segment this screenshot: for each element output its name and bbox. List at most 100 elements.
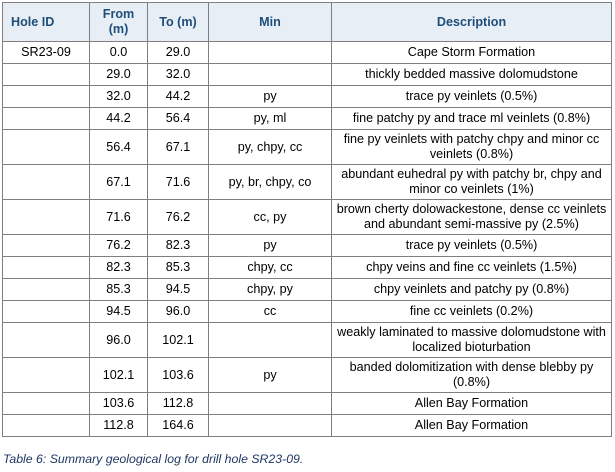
cell-min: [208, 41, 332, 64]
cell-hole-id: [2, 129, 90, 165]
cell-from: 71.6: [89, 199, 148, 235]
cell-description: Allen Bay Formation: [331, 414, 612, 437]
cell-min: chpy, cc: [208, 256, 332, 279]
table-row: 44.2 56.4 py, ml fine patchy py and trace m…: [2, 107, 612, 130]
cell-from: 67.1: [89, 164, 148, 200]
cell-min: [208, 392, 332, 415]
cell-hole-id: [2, 85, 90, 108]
table-row: 85.3 94.5 chpy, py chpy veinlets and patchy…: [2, 278, 612, 301]
cell-hole-id: [2, 278, 90, 301]
cell-min: chpy, py: [208, 278, 332, 301]
table-caption: Table 6: Summary geological log for dril…: [3, 452, 304, 466]
table-row: 94.5 96.0 cc fine cc veinlets (0.2%): [2, 300, 612, 323]
cell-min: cc: [208, 300, 332, 323]
cell-from: 0.0: [89, 41, 148, 64]
geological-log-table: Hole ID From (m) To (m) Min Description …: [2, 2, 612, 437]
cell-description: chpy veinlets and patchy py (0.8%): [331, 278, 612, 301]
cell-hole-id: [2, 164, 90, 200]
cell-min: py, ml: [208, 107, 332, 130]
table-row: 56.4 67.1 py, chpy, cc fine py veinlets wit…: [2, 129, 612, 165]
cell-description: trace py veinlets (0.5%): [331, 85, 612, 108]
table-row: 82.3 85.3 chpy, cc chpy veins and fine cc v…: [2, 256, 612, 279]
cell-from: 94.5: [89, 300, 148, 323]
cell-hole-id: [2, 414, 90, 437]
cell-description: Cape Storm Formation: [331, 41, 612, 64]
cell-to: 32.0: [147, 63, 209, 86]
table-row: 29.0 32.0 thickly bedded massive dolomudst…: [2, 63, 612, 86]
header-to: To (m): [147, 2, 209, 42]
cell-from: 96.0: [89, 322, 148, 358]
cell-description: banded dolomitization with dense blebby …: [331, 357, 612, 393]
geological-log-table-container: Hole ID From (m) To (m) Min Description …: [2, 2, 612, 437]
cell-to: 112.8: [147, 392, 209, 415]
table-row: SR23-09 0.0 29.0 Cape Storm Formation: [2, 41, 612, 64]
cell-from: 32.0: [89, 85, 148, 108]
cell-description: abundant euhedral py with patchy br, chp…: [331, 164, 612, 200]
cell-min: py: [208, 357, 332, 393]
cell-hole-id: [2, 63, 90, 86]
cell-from: 82.3: [89, 256, 148, 279]
cell-min: [208, 414, 332, 437]
cell-to: 71.6: [147, 164, 209, 200]
table-row: 112.8 164.6 Allen Bay Formation: [2, 414, 612, 437]
cell-to: 76.2: [147, 199, 209, 235]
cell-description: fine py veinlets with patchy chpy and mi…: [331, 129, 612, 165]
cell-hole-id: [2, 256, 90, 279]
cell-to: 82.3: [147, 234, 209, 257]
cell-from: 102.1: [89, 357, 148, 393]
cell-description: chpy veins and fine cc veinlets (1.5%): [331, 256, 612, 279]
cell-description: fine patchy py and trace ml veinlets (0.…: [331, 107, 612, 130]
cell-to: 29.0: [147, 41, 209, 64]
cell-from: 85.3: [89, 278, 148, 301]
header-hole-id: Hole ID: [2, 2, 90, 42]
cell-to: 56.4: [147, 107, 209, 130]
cell-to: 103.6: [147, 357, 209, 393]
cell-description: thickly bedded massive dolomudstone: [331, 63, 612, 86]
cell-min: [208, 322, 332, 358]
cell-hole-id: [2, 300, 90, 323]
cell-description: fine cc veinlets (0.2%): [331, 300, 612, 323]
header-from: From (m): [89, 2, 148, 42]
header-description: Description: [331, 2, 612, 42]
cell-description: trace py veinlets (0.5%): [331, 234, 612, 257]
cell-from: 29.0: [89, 63, 148, 86]
table-row: 76.2 82.3 py trace py veinlets (0.5%): [2, 234, 612, 257]
cell-description: weakly laminated to massive dolomudstone…: [331, 322, 612, 358]
cell-to: 67.1: [147, 129, 209, 165]
table-row: 103.6 112.8 Allen Bay Formation: [2, 392, 612, 415]
cell-to: 164.6: [147, 414, 209, 437]
cell-hole-id: [2, 234, 90, 257]
table-header-row: Hole ID From (m) To (m) Min Description: [2, 2, 612, 42]
cell-hole-id: SR23-09: [2, 41, 90, 64]
cell-description: Allen Bay Formation: [331, 392, 612, 415]
cell-min: py: [208, 85, 332, 108]
cell-to: 94.5: [147, 278, 209, 301]
cell-from: 56.4: [89, 129, 148, 165]
cell-hole-id: [2, 199, 90, 235]
cell-min: py: [208, 234, 332, 257]
table-row: 67.1 71.6 py, br, chpy, co abundant euhedra…: [2, 164, 612, 200]
cell-from: 44.2: [89, 107, 148, 130]
table-row: 32.0 44.2 py trace py veinlets (0.5%): [2, 85, 612, 108]
cell-min: py, br, chpy, co: [208, 164, 332, 200]
table-body: SR23-09 0.0 29.0 Cape Storm Formation 29.0 32…: [2, 41, 612, 437]
cell-min: py, chpy, cc: [208, 129, 332, 165]
cell-to: 102.1: [147, 322, 209, 358]
table-row: 102.1 103.6 py banded dolomitization with d…: [2, 357, 612, 393]
header-min: Min: [208, 2, 332, 42]
cell-hole-id: [2, 322, 90, 358]
cell-from: 103.6: [89, 392, 148, 415]
table-row: 71.6 76.2 cc, py brown cherty dolowackeston…: [2, 199, 612, 235]
table-row: 96.0 102.1 weakly laminated to massive dol…: [2, 322, 612, 358]
cell-hole-id: [2, 392, 90, 415]
cell-from: 76.2: [89, 234, 148, 257]
cell-min: [208, 63, 332, 86]
cell-hole-id: [2, 107, 90, 130]
cell-to: 96.0: [147, 300, 209, 323]
cell-min: cc, py: [208, 199, 332, 235]
cell-to: 85.3: [147, 256, 209, 279]
cell-to: 44.2: [147, 85, 209, 108]
cell-hole-id: [2, 357, 90, 393]
cell-from: 112.8: [89, 414, 148, 437]
cell-description: brown cherty dolowackestone, dense cc ve…: [331, 199, 612, 235]
